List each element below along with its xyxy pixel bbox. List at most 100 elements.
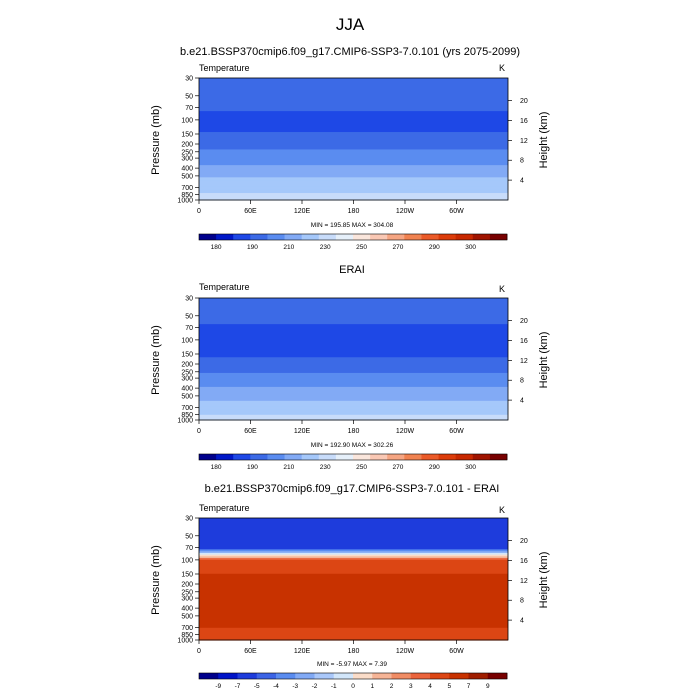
contour-band — [199, 126, 508, 130]
contour-band — [199, 416, 508, 419]
y-tick-label: 250 — [181, 149, 193, 156]
colorbar-swatch — [449, 673, 469, 679]
colorbar-swatch — [455, 454, 474, 460]
contour-band — [199, 355, 508, 358]
colorbar-swatch — [438, 234, 457, 240]
colorbar-swatch — [250, 454, 268, 460]
colorbar-swatch — [487, 673, 508, 679]
contour-band — [199, 530, 508, 533]
contour-band — [199, 620, 508, 624]
contour-band — [199, 348, 508, 351]
contour-band — [199, 544, 508, 547]
contour-band — [199, 306, 508, 310]
stats-label: MIN = 195.85 MAX = 304.08 — [311, 222, 394, 229]
contour-band — [199, 565, 508, 568]
contour-band — [199, 338, 508, 341]
y-tick-label: 400 — [181, 606, 193, 613]
colorbar-tick-label: 190 — [247, 464, 258, 471]
y2-tick-label: 4 — [520, 398, 524, 405]
colorbar-swatch — [199, 454, 217, 460]
y-tick-label: 700 — [181, 625, 193, 632]
contour-band — [199, 317, 508, 320]
colorbar-swatch — [284, 234, 303, 240]
colorbar-swatch — [301, 454, 320, 460]
contour-band — [199, 324, 508, 327]
colorbar-tick-label: -4 — [273, 683, 279, 690]
x-tick-label: 180 — [348, 428, 360, 435]
contour-band — [199, 367, 508, 371]
contour-band — [199, 393, 508, 397]
contour-band — [199, 298, 508, 301]
contour-band — [199, 327, 508, 330]
colorbar-tick-label: 230 — [320, 464, 331, 471]
y-tick-label: 50 — [185, 533, 193, 540]
colorbar-swatch — [237, 673, 258, 679]
y-tick-label: 500 — [181, 393, 193, 400]
contour-band — [199, 594, 508, 598]
y-tick-label: 30 — [185, 296, 193, 303]
contour-band — [199, 364, 508, 367]
contour-band — [199, 84, 508, 88]
contour-band — [199, 395, 508, 398]
contour-band — [199, 301, 508, 304]
contour-band — [199, 631, 508, 634]
units-label: K — [499, 284, 505, 294]
contour-band — [199, 521, 508, 524]
units-label: K — [499, 63, 505, 73]
colorbar-tick-label: 9 — [486, 683, 490, 690]
contour-band — [199, 78, 508, 81]
contour-band — [199, 388, 508, 391]
colorbar-tick-label: 1 — [370, 683, 374, 690]
contour-band — [199, 399, 508, 402]
contour-band — [199, 194, 508, 198]
contour-band — [199, 130, 508, 133]
contour-band — [199, 537, 508, 540]
contour-band — [199, 144, 508, 147]
colorbar-tick-label: 190 — [247, 244, 258, 251]
contour-band — [199, 121, 508, 124]
contour-band — [199, 177, 508, 180]
contour-band — [199, 341, 508, 344]
colorbar-tick-label: 290 — [429, 244, 440, 251]
colorbar-swatch — [421, 454, 439, 460]
contour-band — [199, 149, 508, 152]
panel-title: ERAI — [339, 264, 365, 276]
variable-label: Temperature — [199, 503, 250, 513]
contour-band — [199, 411, 508, 414]
contour-band — [199, 584, 508, 587]
y-tick-label: 70 — [185, 545, 193, 552]
colorbar-swatch — [353, 673, 373, 679]
contour-band — [199, 523, 508, 526]
colorbar-swatch — [301, 234, 320, 240]
contour-band — [199, 542, 508, 545]
contour-band — [199, 154, 508, 158]
contour-band — [199, 392, 508, 395]
x-tick-label: 180 — [348, 648, 360, 655]
contour-band — [199, 180, 508, 184]
contour-band — [199, 365, 508, 369]
colorbar-swatch — [314, 673, 335, 679]
x-tick-label: 120W — [396, 648, 415, 655]
y2-tick-label: 12 — [520, 358, 528, 365]
contour-band — [199, 322, 508, 325]
y2-tick-label: 4 — [520, 618, 524, 625]
colorbar-swatch — [250, 234, 268, 240]
contour-band — [199, 182, 508, 185]
contour-band — [199, 345, 508, 348]
contour-band — [199, 592, 508, 596]
contour-band — [199, 329, 508, 332]
y-tick-label: 30 — [185, 76, 193, 83]
y-tick-label: 850 — [181, 412, 193, 419]
y-tick-label: 70 — [185, 325, 193, 332]
contour-band — [199, 315, 508, 318]
contour-band — [199, 629, 508, 632]
colorbar-tick-label: 180 — [211, 244, 222, 251]
contour-band — [199, 299, 508, 303]
y2-axis-label: Height (km) — [538, 332, 550, 389]
colorbar-swatch — [256, 673, 277, 679]
colorbar-swatch — [404, 234, 422, 240]
contour-band — [199, 186, 508, 189]
colorbar: -9 -7 -5 -4 -3 -2 -1 0 1 2 3 4 5 7 9 — [198, 672, 508, 690]
contour-band — [199, 97, 508, 100]
